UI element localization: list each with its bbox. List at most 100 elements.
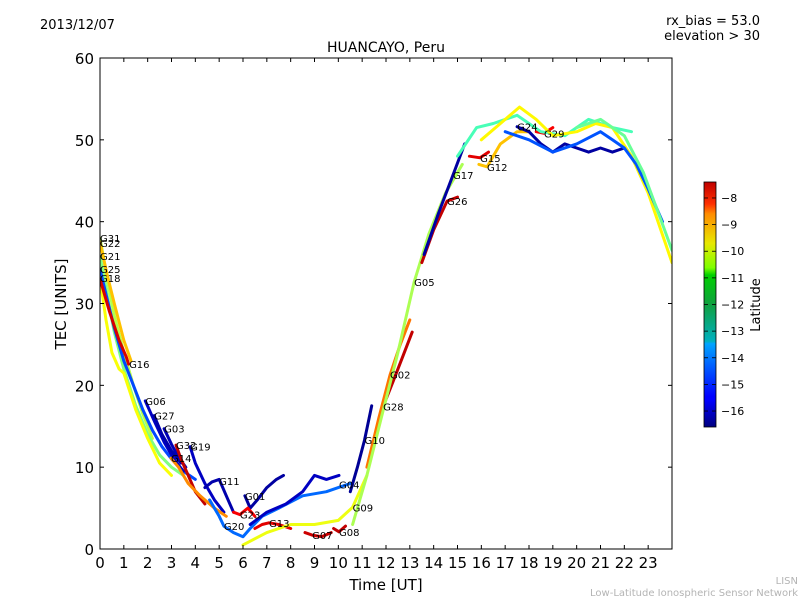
series-layer [100, 105, 672, 547]
x-tick-label: 2 [143, 554, 153, 572]
satellite-label: G12 [487, 163, 507, 174]
satellite-track-g20 [208, 482, 352, 539]
network-full-name: Low-Latitude Ionospheric Sensor Network [590, 588, 798, 599]
satellite-label: G14 [171, 454, 191, 465]
x-tick-label: 18 [519, 554, 538, 572]
colorbar: −8 −9 −10 −11 −12 −13 −14 −15 −16 Latitude [703, 181, 764, 428]
x-tick-label: 13 [400, 554, 419, 572]
y-tick-label: 30 [75, 296, 94, 314]
chart-title: HUANCAYO, Peru [327, 40, 445, 56]
receiver-info: rx_bias = 53.0 elevation > 30 [664, 14, 760, 44]
satellite-label: G27 [154, 412, 174, 423]
colorbar-tick-label: −14 [721, 352, 744, 365]
y-tick-label: 10 [75, 459, 94, 477]
satellite-track-g12 [477, 130, 531, 169]
satellite-label: G25 [100, 265, 120, 276]
x-tick-label: 16 [472, 554, 491, 572]
satellite-track-g23 [232, 506, 257, 518]
satellite-track-g19 [188, 445, 226, 514]
date-label: 2013/12/07 [40, 18, 115, 33]
colorbar-tick-label: −10 [721, 245, 744, 258]
x-tick-label: 21 [591, 554, 610, 572]
colorbar-label: Latitude [749, 278, 764, 332]
satellite-track-g27 [152, 414, 183, 465]
satellite-label: G04 [339, 480, 359, 491]
x-tick-label: 20 [567, 554, 586, 572]
satellite-label: G24 [517, 123, 537, 134]
y-tick-label: 20 [75, 377, 94, 395]
y-tick-label: 60 [75, 50, 94, 68]
footer-credit: LISN Low-Latitude Ionospheric Sensor Net… [590, 576, 798, 600]
x-tick-label: 23 [639, 554, 658, 572]
x-tick-label: 4 [191, 554, 201, 572]
satellite-label: G29 [544, 129, 564, 140]
satellite-label: G07 [312, 531, 332, 542]
y-axis: 0 10 20 30 40 50 60 [75, 50, 672, 559]
satellite-track-g_evening_d [575, 117, 672, 252]
x-tick-label: 19 [543, 554, 562, 572]
satellite-label: G11 [219, 477, 239, 488]
satellite-track-g11 [203, 477, 235, 514]
satellite-track-g01 [243, 473, 285, 510]
satellite-track-g_evening_c [503, 130, 664, 224]
y-axis-label: TEC [UNITS] [52, 259, 70, 351]
x-tick-label: 0 [95, 554, 105, 572]
x-tick-label: 8 [286, 554, 296, 572]
rx-bias-label: rx_bias = 53.0 [666, 14, 760, 29]
x-tick-label: 5 [214, 554, 224, 572]
satellite-label: G03 [164, 425, 184, 436]
satellite-label: G22 [100, 239, 120, 250]
satellite-label: G20 [224, 522, 244, 533]
satellite-label: G05 [414, 278, 434, 289]
satellite-label: G15 [480, 154, 500, 165]
satellite-track-g16 [100, 277, 131, 366]
satellite-label: G26 [447, 197, 467, 208]
x-tick-label: 11 [353, 554, 372, 572]
satellite-label: G31 [100, 234, 120, 245]
satellite-label: G02 [390, 371, 410, 382]
satellite-track-g_evening_b [479, 105, 672, 265]
satellite-label: G17 [453, 171, 473, 182]
satellite-track-g09 [241, 473, 369, 547]
colorbar-tick-label: −8 [721, 192, 737, 205]
satellite-label: G01 [245, 492, 265, 503]
y-tick-label: 0 [84, 541, 94, 559]
satellite-label: G13 [269, 519, 289, 530]
colorbar-tick-label: −16 [721, 405, 744, 418]
x-axis: 0 1 2 3 4 5 6 7 8 9 10 11 12 13 14 15 16 17 18 19 20 21 22 23 [95, 58, 658, 572]
satellite-track-g02 [365, 318, 412, 469]
colorbar-tick-label: −12 [721, 299, 744, 312]
x-tick-label: 6 [238, 554, 248, 572]
y-tick-label: 40 [75, 214, 94, 232]
satellite-label: G08 [339, 528, 359, 539]
satellite-track-g10 [348, 404, 374, 494]
x-tick-label: 1 [119, 554, 129, 572]
x-tick-label: 22 [615, 554, 634, 572]
x-tick-label: 9 [310, 554, 320, 572]
colorbar-tick-label: −9 [721, 219, 737, 232]
satellite-track-g22 [100, 240, 133, 363]
satellite-label: G10 [365, 436, 385, 447]
colorbar-tick-label: −11 [721, 272, 744, 285]
x-axis-label: Time [UT] [348, 576, 422, 594]
satellite-label: G23 [240, 511, 260, 522]
x-tick-label: 14 [424, 554, 443, 572]
x-tick-label: 10 [329, 554, 348, 572]
network-short-name: LISN [775, 576, 798, 587]
satellite-label: G32 [176, 441, 196, 452]
satellite-track-g15 [467, 150, 490, 160]
colorbar-tick-label: −13 [721, 325, 744, 338]
plot-frame [99, 57, 673, 550]
satellite-track-g18 [100, 276, 173, 477]
colorbar-ticks: −8 −9 −10 −11 −12 −13 −14 −15 −16 [704, 192, 744, 418]
satellite-label: G16 [129, 360, 149, 371]
satellite-label: G28 [383, 403, 403, 414]
x-tick-label: 17 [496, 554, 515, 572]
x-tick-label: 12 [376, 554, 395, 572]
x-tick-label: 3 [167, 554, 177, 572]
elevation-label: elevation > 30 [664, 29, 760, 44]
satellite-track-g08 [332, 524, 347, 534]
y-tick-label: 50 [75, 132, 94, 150]
